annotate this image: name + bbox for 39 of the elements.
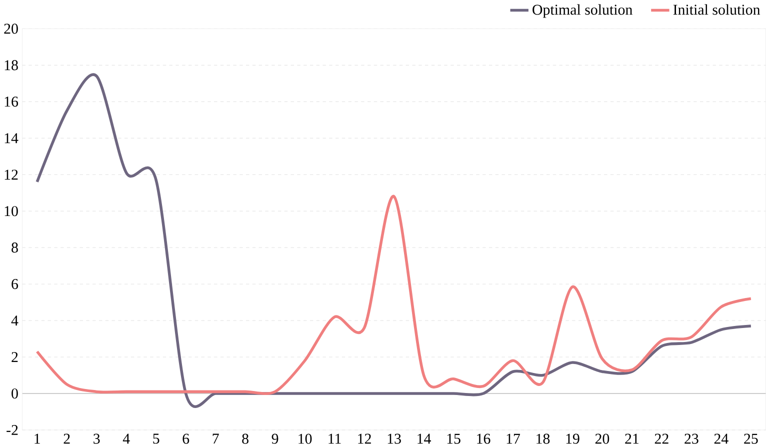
x-tick-label: 11 — [328, 434, 341, 444]
y-tick-label: 0 — [12, 388, 18, 398]
y-tick-label: 20 — [4, 23, 18, 34]
x-tick-label: 21 — [625, 434, 639, 444]
x-tick-label: 14 — [418, 434, 431, 444]
x-tick-label: 25 — [744, 434, 758, 444]
legend-label: Optimal solution — [532, 4, 632, 18]
y-tick-label: -2 — [6, 424, 18, 435]
x-tick-label: 13 — [388, 434, 401, 444]
x-tick-label: 24 — [714, 434, 728, 444]
y-tick-label: 8 — [12, 242, 18, 252]
x-tick-label: 17 — [506, 434, 520, 444]
x-tick-label: 15 — [447, 434, 460, 444]
x-tick-label: 2 — [64, 434, 70, 444]
x-tick-label: 18 — [536, 434, 550, 444]
x-tick-label: 16 — [477, 434, 490, 444]
x-tick-label: 22 — [654, 434, 668, 444]
x-tick-label: 23 — [684, 434, 698, 444]
x-tick-label: 7 — [212, 434, 219, 444]
y-tick-label: 18 — [4, 60, 18, 70]
x-tick-label: 1 — [34, 434, 40, 444]
x-tick-label: 10 — [298, 434, 312, 444]
x-tick-label: 6 — [182, 434, 190, 444]
legend-label: Initial solution — [673, 4, 760, 15]
x-tick-label: 3 — [94, 434, 100, 444]
y-tick-label: 16 — [4, 96, 18, 106]
x-tick-label: 20 — [595, 434, 610, 444]
y-tick-label: 2 — [12, 352, 18, 362]
x-tick-label: 4 — [122, 434, 130, 444]
x-tick-label: 8 — [242, 434, 248, 444]
x-tick-label: 19 — [566, 434, 580, 444]
x-tick-label: 9 — [272, 434, 278, 444]
y-tick-label: 12 — [4, 170, 18, 180]
y-tick-label: 10 — [4, 206, 18, 216]
x-tick-label: 12 — [358, 434, 371, 444]
y-tick-label: 14 — [4, 133, 18, 143]
y-tick-label: 4 — [11, 315, 18, 326]
y-tick-label: 6 — [12, 278, 18, 289]
x-tick-label: 5 — [153, 434, 160, 444]
